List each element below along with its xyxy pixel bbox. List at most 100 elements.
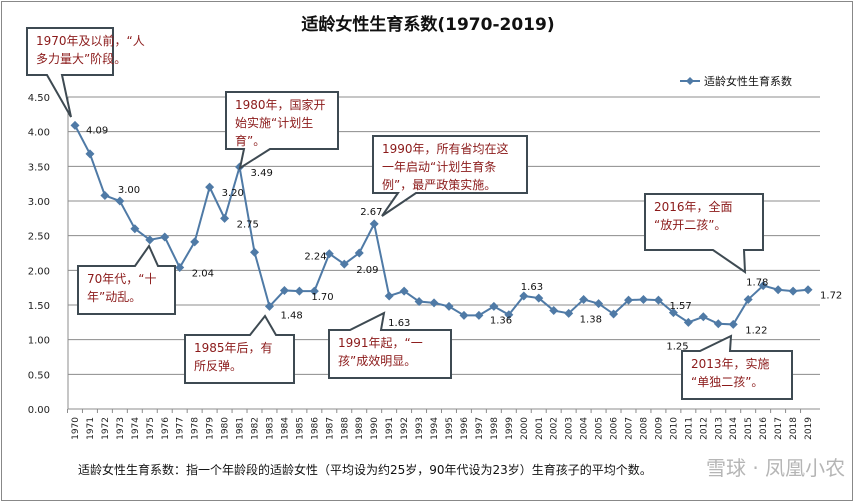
data-label: 2.09: [356, 265, 378, 276]
data-point: [534, 293, 544, 303]
data-label: 1.63: [521, 282, 543, 293]
callout-text: 所反弹。: [194, 359, 242, 373]
x-tick-label: 1977: [176, 417, 186, 440]
x-tick-label: 1981: [236, 417, 246, 440]
data-point: [205, 182, 215, 192]
data-point: [609, 309, 619, 319]
data-label: 1.78: [746, 278, 768, 289]
callout-box: [184, 314, 295, 384]
data-point: [743, 294, 753, 304]
x-tick-label: 1971: [86, 417, 96, 440]
x-tick-label: 1980: [221, 417, 231, 440]
x-tick-label: 1994: [430, 417, 440, 440]
data-point: [429, 298, 439, 308]
legend-label: 适龄女性生育系数: [704, 74, 792, 88]
data-point: [354, 248, 364, 258]
data-point: [638, 294, 648, 304]
data-point: [459, 310, 469, 320]
data-point: [803, 285, 813, 295]
x-tick-label: 1985: [295, 417, 305, 440]
data-point: [339, 259, 349, 269]
x-tick-label: 1982: [251, 417, 261, 440]
data-point: [190, 237, 200, 247]
callout-text: “单独二孩”。: [691, 375, 763, 389]
data-label: 4.09: [86, 125, 108, 136]
x-tick-label: 1998: [490, 417, 500, 440]
x-tick-label: 2001: [535, 417, 545, 440]
y-tick-label: 3.50: [28, 162, 50, 173]
y-tick-label: 2.50: [28, 232, 50, 243]
x-tick-label: 1974: [131, 417, 141, 440]
y-tick-label: 2.00: [28, 266, 50, 277]
callout-text: 年”动乱。: [87, 290, 141, 304]
x-tick-label: 1988: [340, 417, 350, 440]
x-tick-label: 1987: [325, 417, 335, 440]
x-tick-label: 1975: [146, 417, 156, 440]
x-tick-label: 1989: [355, 417, 365, 440]
data-point: [115, 196, 125, 206]
data-point: [594, 299, 604, 309]
x-tick-label: 1976: [161, 417, 171, 440]
data-label: 1.36: [490, 316, 512, 327]
data-point: [579, 294, 589, 304]
x-tick-label: 2003: [565, 417, 575, 440]
data-point: [414, 297, 424, 307]
data-point: [788, 286, 798, 296]
callout-box: [26, 27, 114, 118]
data-label: 1.57: [669, 301, 691, 312]
data-label: 1.22: [745, 325, 767, 336]
y-tick-label: 0.00: [28, 405, 50, 416]
x-tick-label: 1992: [400, 417, 410, 440]
callout-box: [644, 193, 764, 274]
x-tick-label: 2011: [684, 417, 694, 440]
watermark: 雪球 · 凤凰小农: [706, 456, 846, 480]
data-point: [683, 317, 693, 327]
callout-box: [77, 243, 176, 315]
data-label: 2.75: [237, 219, 259, 230]
data-label: 1.72: [820, 291, 842, 302]
callout-text: 多力量大”阶段。: [36, 51, 126, 66]
data-point: [519, 291, 529, 301]
y-tick-label: 1.00: [28, 336, 50, 347]
data-point: [130, 224, 140, 234]
data-point: [713, 319, 723, 329]
x-tick-label: 1996: [460, 417, 470, 440]
callout-text: 始实施“计划生: [235, 115, 313, 130]
data-point: [220, 213, 230, 223]
data-point: [324, 249, 334, 259]
x-tick-label: 1986: [310, 417, 320, 440]
x-tick-label: 1978: [191, 417, 201, 440]
x-tick-label: 2005: [595, 417, 605, 440]
callout-text: 例”，最严政策实施。: [382, 177, 496, 192]
data-point: [175, 263, 185, 273]
data-point: [624, 295, 634, 305]
x-tick-label: 2014: [729, 417, 739, 440]
data-point: [564, 308, 574, 318]
x-tick-label: 1970: [71, 417, 81, 440]
data-label: 3.49: [251, 168, 273, 179]
data-label: 2.04: [192, 269, 214, 280]
x-tick-label: 2004: [580, 417, 590, 440]
x-tick-label: 2018: [789, 417, 799, 440]
data-point: [294, 286, 304, 296]
data-label: 3.20: [222, 188, 244, 199]
y-tick-label: 4.00: [28, 128, 50, 139]
data-point: [758, 281, 768, 291]
data-point: [384, 291, 394, 301]
x-tick-label: 1984: [280, 417, 290, 440]
x-tick-label: 1999: [505, 417, 515, 440]
data-point: [444, 301, 454, 311]
data-label: 1.70: [311, 292, 333, 303]
legend-marker: [686, 77, 694, 85]
x-tick-label: 1990: [370, 417, 380, 440]
data-label: 2.67: [360, 207, 382, 218]
x-tick-label: 2000: [520, 417, 530, 440]
callout-text: 1991年起，“一: [338, 336, 423, 350]
data-label: 1.63: [388, 318, 410, 329]
callout-text: 2016年，全面: [654, 199, 733, 214]
x-tick-label: 1993: [415, 417, 425, 440]
x-tick-label: 1995: [445, 417, 455, 440]
x-tick-label: 2008: [639, 417, 649, 440]
x-tick-label: 2017: [774, 417, 784, 440]
data-point: [264, 301, 274, 311]
